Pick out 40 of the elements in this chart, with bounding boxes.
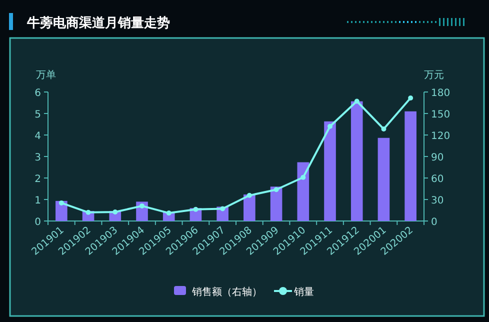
point	[246, 192, 252, 198]
bar	[324, 121, 336, 221]
point	[328, 124, 332, 129]
y2-tick-label: 120	[431, 131, 450, 142]
y-tick-label: 6	[34, 88, 41, 99]
point	[193, 206, 198, 212]
y2-tick-label: 150	[431, 110, 450, 120]
legend-label: 销量	[293, 287, 314, 298]
bar	[350, 101, 363, 221]
y2-tick-label: 90	[431, 152, 444, 164]
y2-tick-label: 180	[431, 88, 450, 99]
y2-tick-label: 0	[431, 217, 438, 228]
y-tick-label: 1	[34, 196, 41, 206]
point	[86, 210, 91, 215]
point	[220, 206, 226, 212]
point	[274, 187, 279, 192]
bar	[378, 138, 390, 221]
y2-tick-label: 30	[431, 196, 444, 206]
y-tick-label: 5	[34, 110, 41, 120]
y-tick-label: 3	[34, 152, 41, 164]
point	[354, 98, 360, 104]
point	[300, 174, 306, 180]
y-tick-label: 4	[34, 131, 41, 142]
point	[166, 210, 172, 216]
bar	[270, 186, 282, 221]
y2-axis-title: 万元	[424, 70, 444, 81]
point	[58, 200, 64, 206]
bar	[244, 194, 256, 221]
point	[140, 203, 144, 208]
point	[381, 126, 386, 132]
y-tick-label: 2	[34, 174, 41, 185]
y-axis-title: 万单	[36, 69, 56, 81]
y2-tick-label: 60	[431, 174, 444, 185]
legend-label: 销售额（右轴）	[191, 286, 262, 298]
y-tick-label: 0	[34, 217, 41, 228]
point	[112, 209, 118, 214]
bar	[404, 111, 416, 221]
bar	[297, 162, 310, 221]
chart-title: 牛蒡电商渠道月销量走势	[26, 15, 170, 31]
point	[408, 96, 414, 101]
